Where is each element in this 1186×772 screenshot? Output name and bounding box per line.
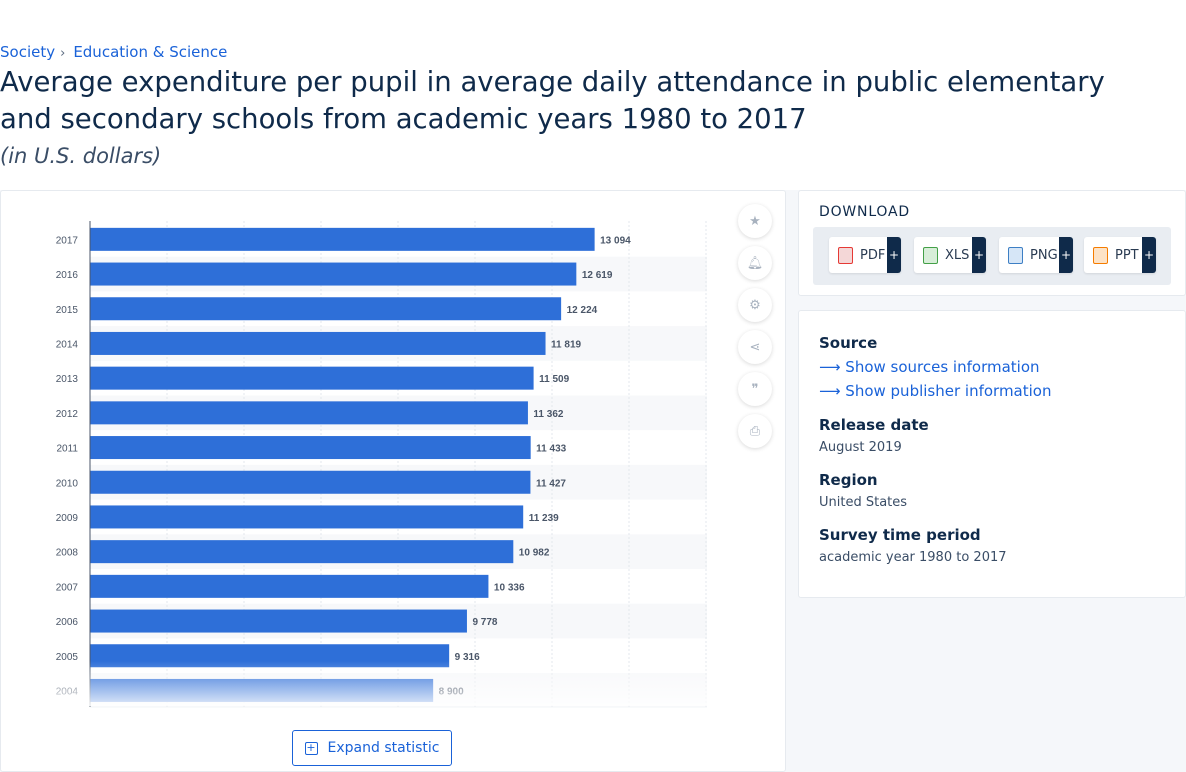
bar-2015 [90, 297, 562, 321]
download-bar: PDF + XLS + PNG + PPT + [813, 227, 1171, 285]
page-title: Average expenditure per pupil in average… [0, 66, 1105, 135]
download-pdf-label: PDF [860, 247, 886, 263]
bar-2014 [90, 331, 546, 355]
tick-label-2016: 2016 [56, 270, 79, 281]
bar-2011 [90, 436, 531, 460]
bar-2010 [90, 470, 531, 494]
tick-label-2007: 2007 [56, 582, 79, 593]
tick-label-2014: 2014 [56, 339, 79, 350]
data-label-2006: 9 778 [472, 617, 497, 628]
expand-statistic-label: Expand statistic [327, 740, 440, 756]
survey-period-value: academic year 1980 to 2017 [819, 550, 1007, 565]
show-sources-link[interactable]: ⟶ Show sources information [819, 358, 1040, 376]
data-label-2017: 13 094 [600, 235, 631, 246]
chart-toolbar: ★ 🔔︎ ⚙ ⋖ ❞ ⎙ [738, 204, 772, 456]
data-label-2016: 12 619 [582, 270, 613, 281]
bar-2008 [90, 540, 514, 564]
download-ppt-plus: + [1142, 237, 1156, 273]
data-label-2012: 11 362 [533, 409, 563, 420]
tick-label-2013: 2013 [56, 374, 79, 385]
data-label-2010: 11 427 [536, 478, 566, 489]
tick-label-2011: 2011 [56, 444, 78, 455]
bar-2013 [90, 366, 534, 390]
pdf-file-icon [838, 246, 853, 264]
tick-label-2015: 2015 [56, 305, 79, 316]
info-card: Source ⟶ Show sources information ⟶ Show… [798, 310, 1186, 598]
region-value: United States [819, 495, 908, 510]
download-ppt-button[interactable]: PPT + [1084, 237, 1156, 273]
breadcrumb: Society › Education & Science [0, 43, 227, 61]
bar-2012 [90, 401, 528, 425]
bar-2016 [90, 262, 577, 286]
survey-period-label: Survey time period [819, 526, 981, 544]
quote-icon[interactable]: ❞ [738, 372, 772, 406]
arrow-right-icon: ⟶ [819, 382, 841, 400]
breadcrumb-education-science[interactable]: Education & Science [73, 43, 228, 61]
chart-card: 2017 13 094 2016 12 619 2015 12 224 2014 11 819… [0, 190, 786, 772]
download-xls-button[interactable]: XLS + [914, 237, 986, 273]
download-png-button[interactable]: PNG + [999, 237, 1073, 273]
region-label: Region [819, 471, 878, 489]
data-label-2011: 11 433 [536, 444, 566, 455]
star-icon[interactable]: ★ [738, 204, 772, 238]
tick-label-2009: 2009 [56, 513, 79, 524]
tick-label-2010: 2010 [56, 478, 79, 489]
data-label-2013: 11 509 [539, 374, 569, 385]
tick-label-2012: 2012 [56, 409, 79, 420]
ppt-file-icon [1093, 246, 1108, 264]
download-card: DOWNLOAD PDF + XLS + PNG + PPT + [798, 190, 1186, 296]
release-date-label: Release date [819, 416, 929, 434]
tick-label-2005: 2005 [56, 652, 79, 663]
show-publisher-link[interactable]: ⟶ Show publisher information [819, 382, 1051, 400]
header-background [0, 0, 1186, 190]
download-pdf-button[interactable]: PDF + [829, 237, 901, 273]
data-label-2007: 10 336 [494, 582, 525, 593]
png-file-icon [1008, 246, 1023, 264]
show-sources-label: Show sources information [845, 358, 1040, 376]
print-icon[interactable]: ⎙ [738, 414, 772, 448]
data-label-2014: 11 819 [551, 339, 581, 350]
breadcrumb-society[interactable]: Society [0, 43, 56, 61]
chevron-right-icon: › [60, 46, 66, 61]
download-xls-label: XLS [945, 247, 970, 263]
xls-file-icon [923, 246, 938, 264]
bar-2007 [90, 574, 489, 598]
expand-statistic-button[interactable]: + Expand statistic [292, 730, 452, 766]
download-pdf-plus: + [887, 237, 901, 273]
page-subtitle: (in U.S. dollars) [0, 144, 162, 168]
bar-2017 [90, 227, 595, 251]
download-png-plus: + [1059, 237, 1073, 273]
download-title: DOWNLOAD [819, 204, 910, 220]
arrow-right-icon: ⟶ [819, 358, 841, 376]
show-publisher-label: Show publisher information [845, 382, 1052, 400]
bar-2009 [90, 505, 524, 529]
release-date-value: August 2019 [819, 440, 902, 455]
tick-label-2017: 2017 [56, 235, 79, 246]
data-label-2015: 12 224 [567, 305, 598, 316]
plus-square-icon: + [304, 740, 318, 755]
source-label: Source [819, 334, 878, 352]
download-ppt-label: PPT [1115, 247, 1139, 263]
gear-icon[interactable]: ⚙ [738, 288, 772, 322]
data-label-2008: 10 982 [519, 548, 550, 559]
tick-label-2006: 2006 [56, 617, 79, 628]
bar-2006 [90, 609, 467, 633]
share-icon[interactable]: ⋖ [738, 330, 772, 364]
chart-fade-overlay [1, 661, 785, 706]
tick-label-2008: 2008 [56, 548, 79, 559]
download-xls-plus: + [972, 237, 986, 273]
download-png-label: PNG [1030, 247, 1058, 263]
bell-icon[interactable]: 🔔︎ [738, 246, 772, 280]
data-label-2009: 11 239 [529, 513, 559, 524]
data-label-2005: 9 316 [455, 652, 480, 663]
bar-chart: 2017 13 094 2016 12 619 2015 12 224 2014 11 819… [1, 221, 785, 708]
